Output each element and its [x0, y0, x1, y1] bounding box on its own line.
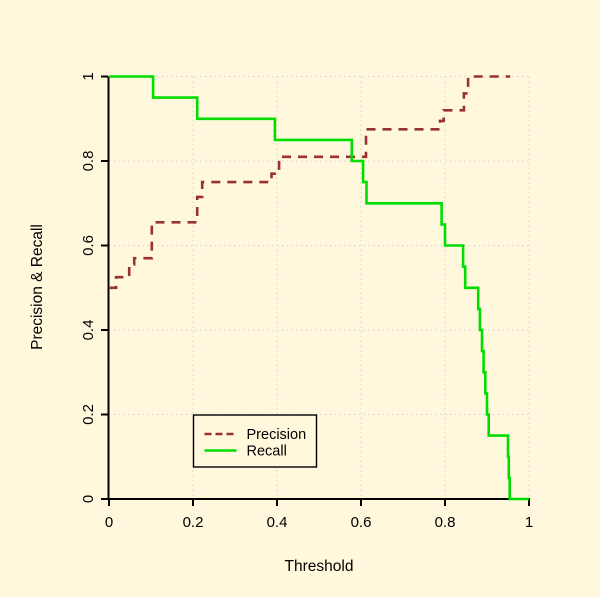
recall-curve [109, 75, 529, 501]
y-tick-label: 0.2 [80, 404, 97, 425]
legend-precision-label: Precision [247, 427, 307, 443]
data-series [109, 75, 529, 501]
precision-curve [109, 75, 511, 290]
legend-box [192, 414, 318, 468]
x-tick-label: 1 [525, 514, 533, 531]
x-tick-label: 0.4 [267, 514, 288, 531]
y-tick-label: 0.4 [80, 320, 97, 341]
y-tick-label: 0.8 [80, 151, 97, 172]
y-tick-label: 0.6 [80, 235, 97, 256]
legend-recall-label: Recall [247, 444, 287, 460]
axes [107, 76, 530, 500]
x-tick-label: 0.6 [351, 514, 372, 531]
x-tick-label: 0.8 [435, 514, 456, 531]
x-axis-title: Threshold [285, 558, 354, 575]
y-tick-label: 1 [80, 72, 97, 80]
y-axis-title: Precision & Recall [29, 224, 46, 350]
tick-marks-and-labels: 0 0.2 0.4 0.6 0.8 1 0 0.2 0.4 0.6 0.8 1 [80, 72, 533, 531]
x-tick-label: 0 [105, 514, 113, 531]
y-tick-label: 0 [80, 495, 97, 503]
x-tick-label: 0.2 [183, 514, 204, 531]
